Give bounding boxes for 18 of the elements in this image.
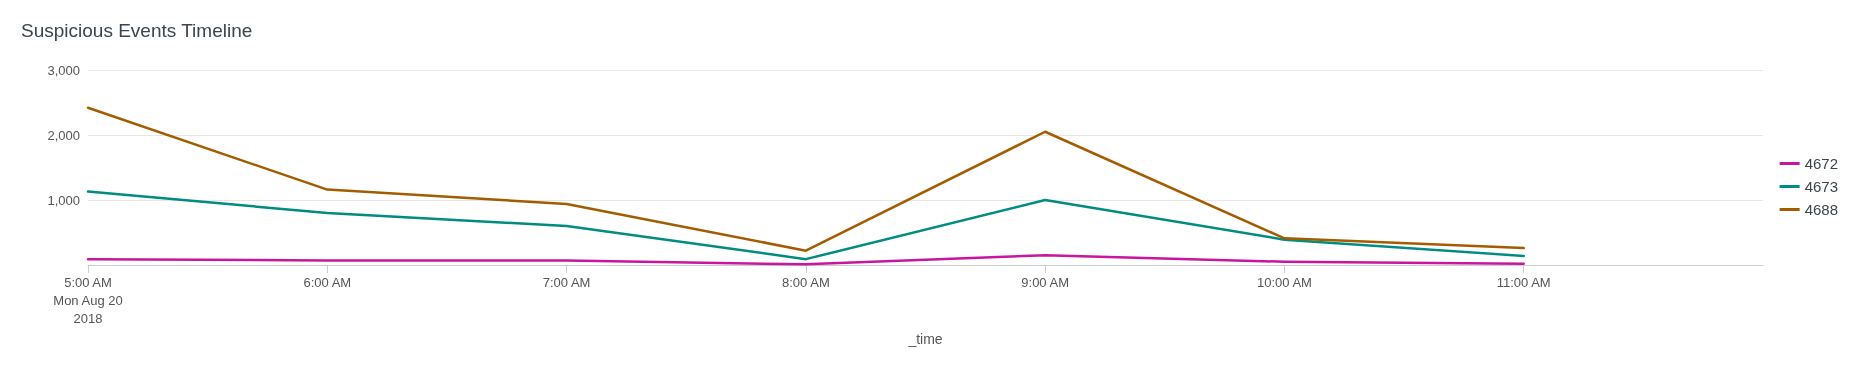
- y-tick-label: 1,000: [47, 192, 80, 208]
- x-tick-label: 5:00 AM Mon Aug 20 2018: [53, 274, 123, 326]
- line-series: [86, 106, 1525, 252]
- legend-label: 4672: [1804, 155, 1839, 172]
- chart-title: Suspicious Events Timeline: [21, 20, 253, 41]
- legend-label: 4688: [1804, 201, 1839, 218]
- x-tick-label: 10:00 AM: [1256, 274, 1312, 290]
- y-tick-label: 3,000: [47, 62, 80, 78]
- legend-label: 4673: [1804, 178, 1839, 195]
- line-series: [86, 254, 1525, 266]
- x-tick-label: 11:00 AM: [1496, 274, 1551, 290]
- x-tick-label: 8:00 AM: [782, 274, 830, 290]
- x-axis-title: _time: [907, 330, 943, 347]
- line-series: [86, 190, 1525, 261]
- y-tick-label: 2,000: [47, 127, 80, 143]
- x-tick-label: 7:00 AM: [542, 274, 591, 290]
- x-tick-label: 9:00 AM: [1021, 274, 1069, 290]
- x-tick-label: 6:00 AM: [303, 274, 352, 290]
